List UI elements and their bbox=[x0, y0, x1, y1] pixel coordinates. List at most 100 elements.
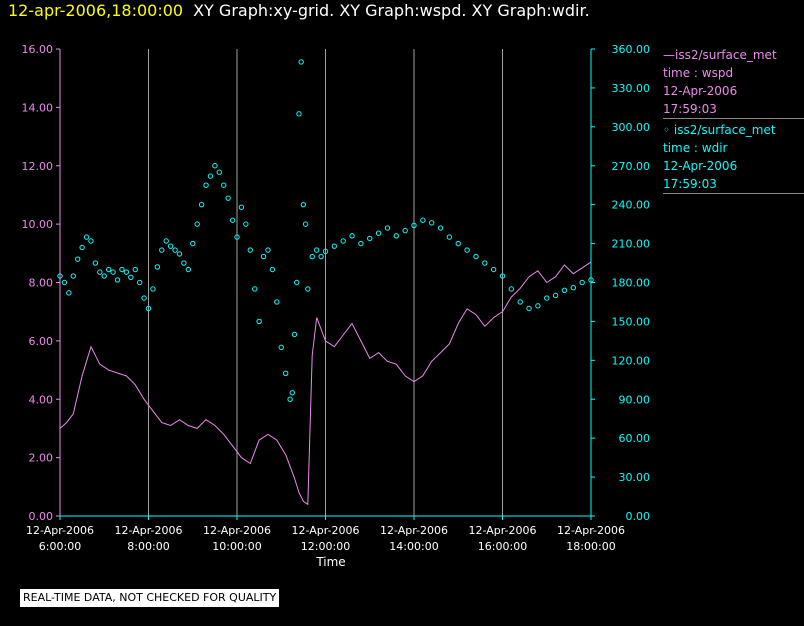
right-y-tick-label: 240.00 bbox=[612, 199, 651, 212]
series-point-wdir bbox=[331, 243, 338, 249]
right-y-tick-label: 90.00 bbox=[619, 393, 651, 406]
series-point-wdir bbox=[247, 247, 253, 253]
x-tick-label-date: 12-Apr-2006 bbox=[468, 524, 536, 537]
series-point-wdir bbox=[238, 204, 245, 210]
x-tick-label-time: 6:00:00 bbox=[39, 540, 81, 553]
axes: 0.00 2.00 4.00 6.00 8.00 10.00 12.00 14.00 16.00… bbox=[22, 43, 651, 553]
series-point-wdir bbox=[499, 273, 506, 279]
series-point-wdir bbox=[154, 264, 161, 270]
right-y-tick-label: 210.00 bbox=[612, 238, 651, 251]
series-point-wdir bbox=[437, 225, 444, 231]
series-point-wdir bbox=[132, 266, 138, 273]
series-point-wdir bbox=[526, 305, 532, 312]
x-tick-label-date: 12-Apr-2006 bbox=[380, 524, 448, 537]
left-y-tick-label: 8.00 bbox=[29, 277, 54, 290]
quality-disclaimer: REAL-TIME DATA, NOT CHECKED FOR QUALITY bbox=[20, 589, 280, 607]
series-point-wdir bbox=[83, 234, 90, 240]
series-point-wdir bbox=[313, 247, 320, 253]
right-y-tick-label: 120.00 bbox=[612, 354, 651, 367]
right-y-tick-label: 360.00 bbox=[612, 43, 651, 56]
title-date-time: 12-apr-2006,18:00:00 bbox=[8, 1, 184, 20]
series-point-wdir bbox=[97, 269, 103, 275]
series-point-wdir bbox=[429, 220, 435, 226]
series-point-wdir bbox=[66, 290, 72, 296]
series-point-wdir bbox=[194, 221, 200, 227]
series-point-wdir bbox=[229, 217, 236, 223]
data-series bbox=[57, 59, 594, 506]
legend-entry-wdir: ◦ iss2/surface_met time : wdir 12-Apr-20… bbox=[663, 121, 804, 194]
right-y-tick-label: 270.00 bbox=[612, 160, 651, 173]
series-point-wdir bbox=[225, 195, 231, 201]
series-point-wdir bbox=[570, 284, 576, 291]
x-tick-label-time: 8:00:00 bbox=[127, 540, 169, 553]
x-tick-label-time: 12:00:00 bbox=[301, 540, 350, 553]
series-point-wdir bbox=[508, 286, 515, 292]
series-point-wdir bbox=[305, 286, 311, 292]
series-point-wdir bbox=[517, 299, 523, 305]
legend-wdir-time: 17:59:03 bbox=[663, 177, 717, 191]
series-line-wspd bbox=[59, 261, 592, 506]
series-point-wdir bbox=[455, 240, 461, 247]
series-point-wdir bbox=[119, 266, 125, 273]
x-tick-label-time: 18:00:00 bbox=[566, 540, 615, 553]
series-point-wdir bbox=[207, 173, 214, 179]
series-point-wdir bbox=[282, 370, 289, 377]
series-point-wdir bbox=[402, 227, 408, 234]
series-point-wdir bbox=[318, 253, 324, 260]
series-point-wdir bbox=[420, 217, 426, 223]
x-tick-label-date: 12-Apr-2006 bbox=[26, 524, 94, 537]
left-y-tick-label: 14.00 bbox=[22, 101, 54, 114]
series-point-wdir bbox=[136, 279, 143, 286]
series-point-wdir bbox=[287, 396, 293, 402]
series-point-wdir bbox=[309, 253, 315, 260]
left-y-tick-label: 12.00 bbox=[22, 160, 54, 173]
series-point-wdir bbox=[105, 266, 112, 273]
series-point-wdir bbox=[167, 243, 174, 249]
series-point-wdir bbox=[150, 286, 156, 292]
legend-entry-wspd: —iss2/surface_met time : wspd 12-Apr-200… bbox=[663, 46, 804, 119]
series-point-wdir bbox=[278, 344, 284, 351]
series-point-wdir bbox=[79, 244, 85, 251]
series-point-wdir bbox=[393, 233, 399, 239]
series-point-wdir bbox=[274, 299, 280, 305]
series-point-wdir bbox=[159, 247, 165, 253]
series-point-wdir bbox=[482, 260, 488, 266]
series-point-wdir bbox=[289, 390, 296, 396]
series-point-wdir bbox=[88, 238, 94, 244]
page-title: 12-apr-2006,18:00:00 XY Graph:xy-grid. XY… bbox=[8, 0, 590, 22]
series-point-wdir bbox=[172, 247, 178, 253]
series-point-wdir bbox=[70, 273, 76, 279]
series-point-wdir bbox=[61, 279, 68, 286]
x-tick-label-date: 12-Apr-2006 bbox=[557, 524, 625, 537]
left-y-tick-label: 4.00 bbox=[29, 393, 54, 406]
series-point-wdir bbox=[203, 182, 209, 188]
series-point-wdir bbox=[141, 295, 147, 301]
series-point-wdir bbox=[340, 238, 346, 244]
left-y-tick-label: 2.00 bbox=[29, 452, 54, 465]
right-y-tick-label: 150.00 bbox=[612, 315, 651, 328]
series-point-wdir bbox=[123, 269, 130, 275]
series-point-wdir bbox=[473, 253, 479, 260]
right-y-tick-label: 30.00 bbox=[619, 471, 651, 484]
right-y-tick-label: 180.00 bbox=[612, 277, 651, 290]
series-point-wdir bbox=[296, 111, 302, 117]
series-point-wdir bbox=[128, 274, 134, 281]
series-point-wdir bbox=[291, 331, 298, 338]
series-point-wdir bbox=[176, 251, 183, 257]
x-tick-label-time: 16:00:00 bbox=[478, 540, 527, 553]
series-point-wdir bbox=[185, 266, 192, 273]
right-y-tick-label: 60.00 bbox=[619, 432, 651, 445]
series-point-wdir bbox=[579, 279, 585, 286]
legend-wspd-date: 12-Apr-2006 bbox=[663, 84, 738, 98]
legend-wdir-date: 12-Apr-2006 bbox=[663, 159, 738, 173]
series-point-wdir bbox=[198, 201, 205, 208]
series-point-wdir bbox=[464, 247, 470, 253]
series-point-wdir bbox=[552, 292, 559, 299]
series-point-wdir bbox=[221, 182, 227, 188]
series-point-wdir bbox=[302, 221, 309, 227]
series-point-wdir bbox=[181, 260, 187, 266]
series-point-wdir bbox=[101, 273, 107, 279]
series-point-wdir bbox=[256, 318, 262, 325]
legend-wspd-time: 17:59:03 bbox=[663, 102, 717, 116]
x-tick-label-date: 12-Apr-2006 bbox=[203, 524, 271, 537]
